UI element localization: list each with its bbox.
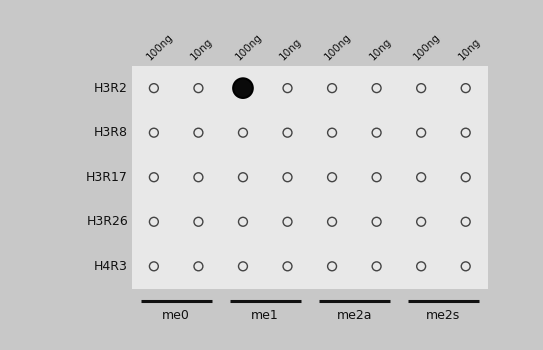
Text: me2a: me2a [337,309,372,322]
Polygon shape [131,66,488,289]
Text: 10ng: 10ng [367,37,393,62]
Text: 100ng: 100ng [144,32,175,62]
Text: H3R17: H3R17 [86,171,128,184]
Text: 100ng: 100ng [412,32,442,62]
Text: H4R3: H4R3 [94,260,128,273]
Text: 10ng: 10ng [278,37,304,62]
Text: H3R26: H3R26 [86,215,128,228]
Text: 10ng: 10ng [189,37,215,62]
Text: H3R2: H3R2 [94,82,128,95]
Text: 100ng: 100ng [323,32,353,62]
Text: me0: me0 [162,309,190,322]
Text: me2s: me2s [426,309,460,322]
Circle shape [233,78,253,98]
Text: H3R8: H3R8 [94,126,128,139]
Text: 100ng: 100ng [233,32,264,62]
Text: 10ng: 10ng [457,37,482,62]
Text: me1: me1 [251,309,279,322]
